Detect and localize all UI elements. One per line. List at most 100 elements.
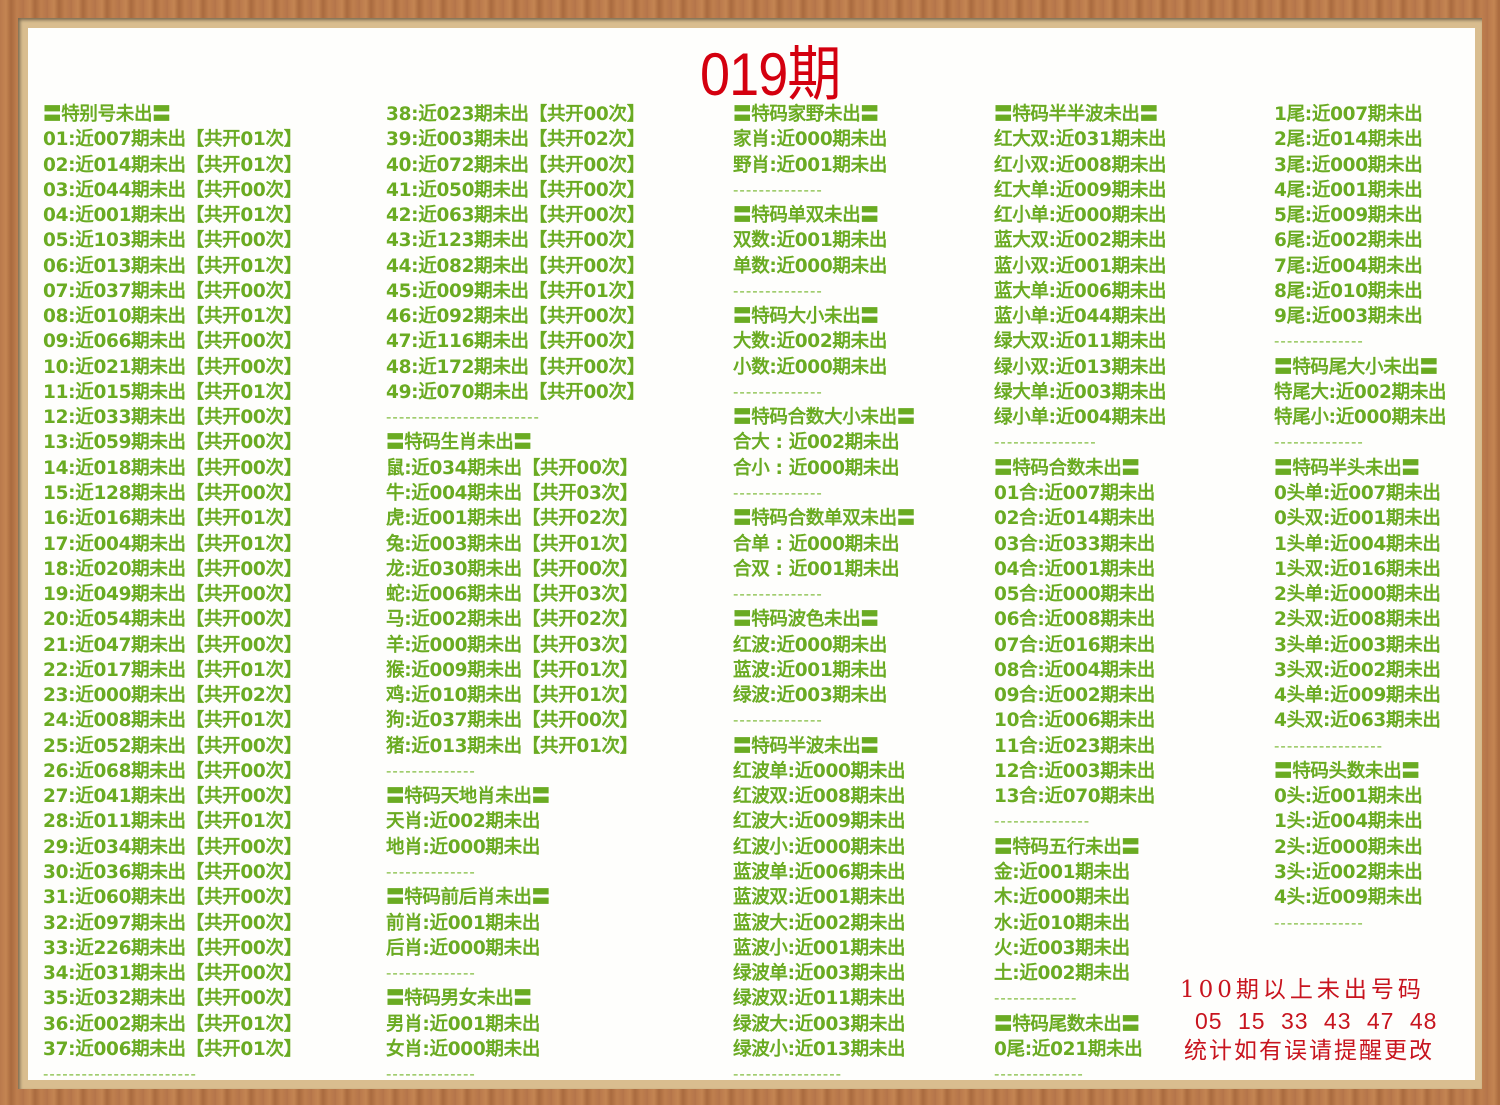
section-header: 〓特码合数单双未出〓 (733, 508, 916, 530)
stat-row: 合单 : 近000期未出 (733, 533, 900, 555)
stat-row: 11合:近023期未出 (994, 735, 1155, 757)
section-divider: ----------------- (733, 1065, 843, 1084)
section-divider: -------------- (733, 483, 823, 502)
section-divider: ---------------- (994, 433, 1097, 452)
stat-row: 06合:近008期未出 (994, 609, 1155, 631)
column-half-waves-sums: 〓特码半半波未出〓 红大双:近031期未出 红小双:近008期未出 红大单:近009期… (994, 102, 1167, 1087)
stat-row: 家肖:近000期未出 (733, 129, 888, 151)
stat-row: 09:近066期未出【共开00次】 (43, 331, 302, 353)
stat-row: 0头单:近007期未出 (1274, 482, 1441, 504)
section-header: 〓特码前后肖未出〓 (386, 887, 550, 909)
section-header: 〓特码大小未出〓 (733, 306, 879, 328)
stat-row: 天肖:近002期未出 (386, 811, 541, 833)
stat-row: 17:近004期未出【共开01次】 (43, 533, 302, 555)
section-divider: -------------- (386, 964, 476, 983)
stat-row: 8尾:近010期未出 (1274, 280, 1423, 302)
stat-row: 38:近023期未出【共开00次】 (386, 104, 645, 125)
stat-row: 绿波单:近003期未出 (733, 963, 906, 985)
stat-row: 9尾:近003期未出 (1274, 306, 1423, 328)
issue-title: 019期 (700, 41, 841, 108)
stat-row: 特尾小:近000期未出 (1274, 407, 1447, 429)
stat-row: 16:近016期未出【共开01次】 (43, 508, 302, 530)
stat-row: 红大双:近031期未出 (994, 129, 1167, 151)
stat-row: 地肖:近000期未出 (386, 836, 541, 858)
stat-row: 红波单:近000期未出 (733, 760, 906, 782)
section-divider: --------------- (994, 812, 1091, 831)
stat-row: 01合:近007期未出 (994, 482, 1155, 504)
stat-row: 49:近070期未出【共开00次】 (386, 381, 645, 403)
stat-row: 0头双:近001期未出 (1274, 508, 1441, 530)
stat-row: 蓝波大:近002期未出 (733, 912, 906, 934)
stat-row: 绿小双:近013期未出 (994, 356, 1167, 378)
stat-row: 08合:近004期未出 (994, 659, 1155, 681)
stat-row: 40:近072期未出【共开00次】 (386, 154, 645, 176)
section-divider: ----------------- (1274, 736, 1384, 755)
stat-row: 合双 : 近001期未出 (733, 558, 900, 580)
section-divider: -------------- (994, 1065, 1084, 1084)
stat-row: 25:近052期未出【共开00次】 (43, 735, 302, 757)
stat-row: 2头:近000期未出 (1274, 836, 1423, 858)
stat-row: 木:近000期未出 (994, 887, 1130, 909)
section-header: 〓特码家野未出〓 (733, 104, 879, 125)
section-header: 〓特码合数大小未出〓 (733, 407, 916, 429)
stat-row: 05:近103期未出【共开00次】 (43, 230, 302, 252)
stat-row: 13:近059期未出【共开00次】 (43, 432, 302, 454)
stat-row: 03合:近033期未出 (994, 533, 1155, 555)
stat-row: 双数:近001期未出 (733, 230, 888, 252)
stat-row: 30:近036期未出【共开00次】 (43, 861, 302, 883)
stat-row: 后肖:近000期未出 (386, 937, 541, 959)
stat-row: 3头双:近002期未出 (1274, 659, 1441, 681)
stat-row: 狗:近037期未出【共开00次】 (386, 710, 638, 732)
stat-row: 19:近049期未出【共开00次】 (43, 584, 302, 606)
stat-row: 27:近041期未出【共开00次】 (43, 786, 302, 808)
stat-row: 火:近003期未出 (994, 937, 1130, 959)
stat-row: 羊:近000期未出【共开03次】 (386, 634, 638, 656)
stat-row: 兔:近003期未出【共开01次】 (386, 533, 638, 555)
stat-row: 2头单:近000期未出 (1274, 584, 1441, 606)
stat-row: 蓝小双:近001期未出 (994, 255, 1167, 277)
stat-row: 绿波:近003期未出 (733, 685, 888, 707)
stat-row: 29:近034期未出【共开00次】 (43, 836, 302, 858)
stat-row: 合小 : 近000期未出 (733, 457, 900, 479)
section-header: 〓特码半头未出〓 (1274, 457, 1420, 479)
stat-row: 1头:近004期未出 (1274, 811, 1423, 833)
stat-row: 红波双:近008期未出 (733, 786, 906, 808)
stat-row: 12:近033期未出【共开00次】 (43, 407, 302, 429)
stat-row: 4头:近009期未出 (1274, 887, 1423, 909)
stat-row: 24:近008期未出【共开01次】 (43, 710, 302, 732)
section-header: 〓特码生肖未出〓 (386, 432, 532, 454)
stat-row: 36:近002期未出【共开01次】 (43, 1013, 302, 1035)
section-header: 〓特码波色未出〓 (733, 609, 879, 631)
stat-row: 绿波大:近003期未出 (733, 1013, 906, 1035)
long-missing-note: 100期以上未出号码 05 15 33 43 47 48 统计如有误请提醒更改 (1180, 975, 1437, 1067)
stat-row: 鸡:近010期未出【共开01次】 (386, 685, 638, 707)
stat-row: 09合:近002期未出 (994, 685, 1155, 707)
section-header: 〓特码男女未出〓 (386, 988, 532, 1010)
stat-row: 1尾:近007期未出 (1274, 104, 1423, 125)
section-header: 〓特码五行未出〓 (994, 836, 1140, 858)
section-divider: -------------- (733, 711, 823, 730)
stat-row: 42:近063期未出【共开00次】 (386, 205, 645, 227)
stat-row: 特尾大:近002期未出 (1274, 381, 1447, 403)
stat-row: 04:近001期未出【共开01次】 (43, 205, 302, 227)
stat-row: 26:近068期未出【共开00次】 (43, 760, 302, 782)
column-attributes: 〓特码家野未出〓 家肖:近000期未出 野肖:近001期未出 ------------… (733, 102, 915, 1087)
stat-row: 蓝波:近001期未出 (733, 659, 888, 681)
stat-row: 43:近123期未出【共开00次】 (386, 230, 645, 252)
stat-row: 15:近128期未出【共开00次】 (43, 482, 302, 504)
stat-row: 2尾:近014期未出 (1274, 129, 1423, 151)
section-divider: -------------- (733, 281, 823, 300)
stat-row: 水:近010期未出 (994, 912, 1130, 934)
stat-row: 34:近031期未出【共开00次】 (43, 963, 302, 985)
stat-row: 46:近092期未出【共开00次】 (386, 306, 645, 328)
stat-row: 大数:近002期未出 (733, 331, 888, 353)
column-special-numbers: 〓特别号未出〓 01:近007期未出【共开01次】 02:近014期未出【共开01次… (43, 102, 302, 1087)
stat-row: 野肖:近001期未出 (733, 154, 888, 176)
stat-row: 前肖:近001期未出 (386, 912, 541, 934)
stat-row: 28:近011期未出【共开01次】 (43, 811, 302, 833)
stat-row: 12合:近003期未出 (994, 760, 1155, 782)
stat-row: 31:近060期未出【共开00次】 (43, 887, 302, 909)
stat-row: 绿大双:近011期未出 (994, 331, 1167, 353)
stat-row: 红小双:近008期未出 (994, 154, 1167, 176)
section-divider: ------------------------ (386, 408, 540, 427)
